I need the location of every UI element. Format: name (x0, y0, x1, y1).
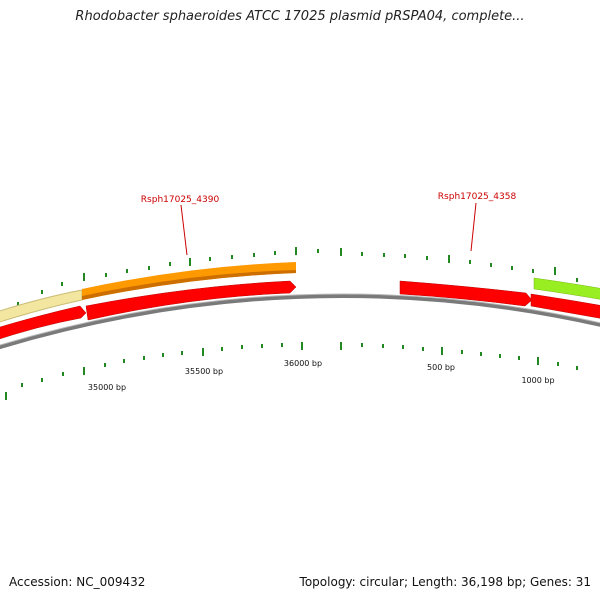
bp-label-35500: 35500 bp (185, 367, 223, 376)
gene-label-rsph4390[interactable]: Rsph17025_4390 (141, 195, 220, 205)
bp-label-35000: 35000 bp (88, 383, 126, 392)
gene-label-leader-4390 (180, 204, 188, 256)
cds-arrow-middle[interactable] (85, 280, 297, 321)
gene-label-rsph4358[interactable]: Rsph17025_4358 (438, 192, 517, 202)
topology-summary: Topology: circular; Length: 36,198 bp; G… (299, 575, 591, 589)
cds-arrow-right[interactable] (530, 293, 600, 320)
inner-tick-ring (5, 342, 578, 400)
cds-arrow-rsph4358[interactable] (399, 280, 533, 307)
bp-label-500: 500 bp (427, 363, 455, 372)
bp-label-36000: 36000 bp (284, 359, 322, 368)
map-title: Rhodobacter sphaeroides ATCC 17025 plasm… (75, 9, 525, 24)
green-feature-arc[interactable] (533, 277, 600, 301)
bp-label-1000: 1000 bp (521, 376, 554, 385)
plasmid-backbone-highlight (0, 293, 600, 346)
outer-tick-ring (17, 247, 578, 306)
cds-arrow-left[interactable] (0, 305, 87, 342)
gene-label-leader-4358 (470, 202, 477, 252)
orange-feature-shadow (82, 270, 296, 300)
plasmid-backbone (0, 293, 600, 350)
accession-text: Accession: NC_009432 (9, 575, 146, 589)
